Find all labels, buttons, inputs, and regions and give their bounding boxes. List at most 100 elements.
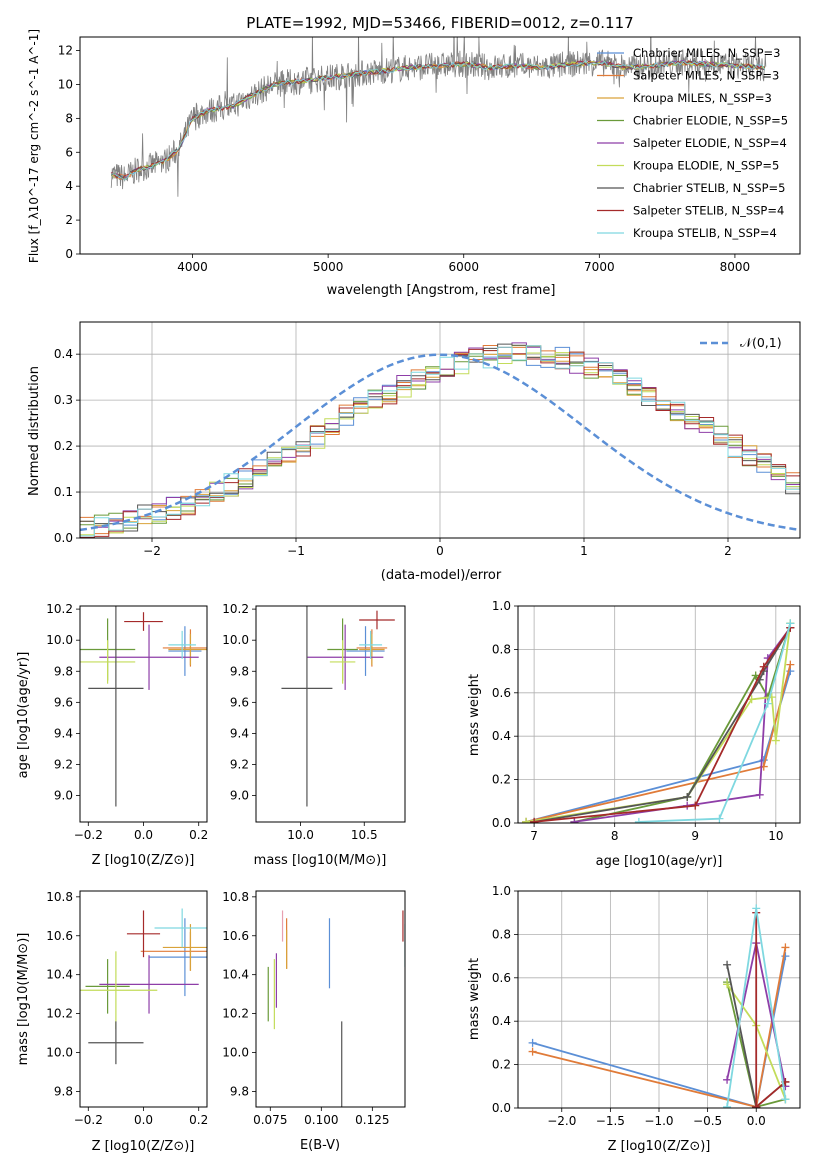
spectrum-frame <box>79 36 801 255</box>
massage-xlabel: mass [log10(M/M⊙)] <box>254 853 387 868</box>
zw-ylabel: mass weight <box>467 958 482 1040</box>
agew-ytick-label-3: 0.6 <box>492 686 511 700</box>
spectrum-ytick-label-0: 0 <box>65 247 73 261</box>
agew-marker-3-0 <box>570 817 579 823</box>
residual-xtick-label-0: −2 <box>143 544 161 558</box>
massage-xtick-label-1: 10.5 <box>351 828 378 842</box>
residual-histogram-2 <box>80 352 800 538</box>
zmass-xtick-label-0: −0.2 <box>74 1113 103 1127</box>
ebv-xlabel: E(B-V) <box>300 1138 340 1153</box>
spectrum-ytick-label-4: 8 <box>65 111 73 125</box>
zage-ytick-label-0: 9.0 <box>54 789 73 803</box>
agew-frame <box>517 605 801 824</box>
zw-marker-3-0 <box>723 1075 732 1084</box>
massage-xtick-label-0: 10.0 <box>287 828 314 842</box>
zw-ytick-label-5: 1.0 <box>492 884 511 898</box>
spectrum-legend-label-0: Chabrier MILES, N_SSP=3 <box>633 46 780 60</box>
zage-xlabel: Z [log10(Z/Z⊙)] <box>92 853 195 868</box>
normal-reference-curve <box>80 353 800 532</box>
residual-ytick-label-2: 0.2 <box>54 439 73 453</box>
agew-xtick-label-1: 8 <box>611 829 619 843</box>
agew-line-2 <box>574 623 792 823</box>
agew-ytick-label-2: 0.4 <box>492 729 511 743</box>
zmass-frame <box>79 890 208 1108</box>
zage-plot-area <box>80 606 207 807</box>
spectrum-legend-label-5: Kroupa ELODIE, N_SSP=5 <box>633 159 779 173</box>
massage-plot-area <box>281 606 395 807</box>
model-spectrum-line-8 <box>111 60 766 181</box>
zage-ytick-label-4: 9.8 <box>54 664 73 678</box>
massage-ytick-label-3: 9.6 <box>230 695 249 709</box>
ebv-ytick-label-4: 10.6 <box>222 929 249 943</box>
residual-xtick-label-3: 1 <box>580 544 588 558</box>
massage-ytick-label-6: 10.2 <box>222 602 249 616</box>
agew-marker-1-2 <box>786 660 795 669</box>
ebv-ytick-label-2: 10.2 <box>222 1007 249 1021</box>
spectrum-xtick-label-3: 7000 <box>584 260 615 274</box>
zw-xlabel: Z [log10(Z/Z⊙)] <box>608 1139 711 1154</box>
zmass-ylabel: mass [log10(M/M⊙)] <box>16 933 31 1066</box>
zage-ylabel: age [log10(age/yr)] <box>16 652 31 779</box>
agew-line-4 <box>525 623 792 823</box>
agew-xlabel: age [log10(age/yr)] <box>596 854 723 869</box>
residual-histogram-7 <box>80 346 800 538</box>
zw-marker-0-2 <box>781 952 790 961</box>
agew-ytick-label-4: 0.8 <box>492 642 511 656</box>
zmass-plot-area <box>80 908 207 1065</box>
ebv-ytick-label-5: 10.8 <box>222 890 249 904</box>
massage-ytick-label-0: 9.0 <box>230 789 249 803</box>
residual-ytick-label-1: 0.1 <box>54 485 73 499</box>
spectrum-xtick-label-4: 8000 <box>720 260 751 274</box>
zage-frame <box>79 605 208 823</box>
zmass-xtick-label-2: 0.2 <box>189 1113 208 1127</box>
agew-line-7 <box>638 623 792 823</box>
agew-marker-4-2 <box>747 695 756 704</box>
ebv-xtick-label-0: 0.075 <box>253 1113 287 1127</box>
zw-frame <box>517 890 801 1109</box>
zw-plot-area <box>528 904 790 1108</box>
spectrum-ytick-label-5: 10 <box>58 77 73 91</box>
ebv-ytick-label-0: 9.8 <box>230 1084 249 1098</box>
agew-ytick-label-1: 0.2 <box>492 773 511 787</box>
spectrum-ytick-label-3: 6 <box>65 145 73 159</box>
massage-frame <box>255 605 406 823</box>
zw-marker-7-0 <box>723 1102 732 1108</box>
agew-marker-7-0 <box>634 817 643 823</box>
agew-marker-7-1 <box>715 814 724 823</box>
agew-line-6 <box>534 627 792 823</box>
ebv-ytick-label-3: 10.4 <box>222 968 249 982</box>
zage-ytick-label-3: 9.6 <box>54 695 73 709</box>
zw-ytick-label-3: 0.6 <box>492 971 511 985</box>
agew-xtick-label-0: 7 <box>530 829 538 843</box>
zw-marker-4-0 <box>723 980 732 989</box>
spectrum-plot-area <box>110 37 767 197</box>
zw-xtick-label-2: −1.0 <box>644 1114 673 1128</box>
zage-xtick-label-1: 0.0 <box>134 828 153 842</box>
spectrum-xtick-label-0: 4000 <box>177 260 208 274</box>
spectrum-legend-label-4: Salpeter ELODIE, N_SSP=4 <box>633 136 787 150</box>
massage-ytick-label-2: 9.4 <box>230 726 249 740</box>
ebv-xtick-label-1: 0.100 <box>304 1113 338 1127</box>
spectrum-xtick-label-2: 6000 <box>448 260 479 274</box>
zw-marker-1-2 <box>781 943 790 952</box>
spectrum-ylabel: Flux [f_λ10^-17 erg cm^-2 s^-1 A^-1] <box>27 29 41 263</box>
spectrum-legend-label-2: Kroupa MILES, N_SSP=3 <box>633 91 772 105</box>
zage-ytick-label-5: 10.0 <box>46 633 73 647</box>
agew-xtick-label-2: 9 <box>691 829 699 843</box>
zage-ytick-label-2: 9.4 <box>54 726 73 740</box>
zmass-xtick-label-1: 0.0 <box>134 1113 153 1127</box>
residual-plot-area <box>80 342 800 538</box>
residual-xtick-label-4: 2 <box>724 544 732 558</box>
spectrum-title: PLATE=1992, MJD=53466, FIBERID=0012, z=0… <box>246 14 633 32</box>
residual-histogram-1 <box>80 345 800 538</box>
residual-histogram-5 <box>80 345 800 538</box>
zw-xtick-label-4: 0.0 <box>747 1114 766 1128</box>
agew-marker-5-1 <box>683 792 692 801</box>
agew-marker-3-2 <box>755 790 764 799</box>
agew-xtick-label-3: 10 <box>768 829 783 843</box>
zw-ytick-label-4: 0.8 <box>492 927 511 941</box>
ebv-ytick-label-1: 10.0 <box>222 1046 249 1060</box>
residual-histogram-6 <box>80 343 800 538</box>
residual-xtick-label-1: −1 <box>287 544 305 558</box>
zw-marker-5-0 <box>723 960 732 969</box>
